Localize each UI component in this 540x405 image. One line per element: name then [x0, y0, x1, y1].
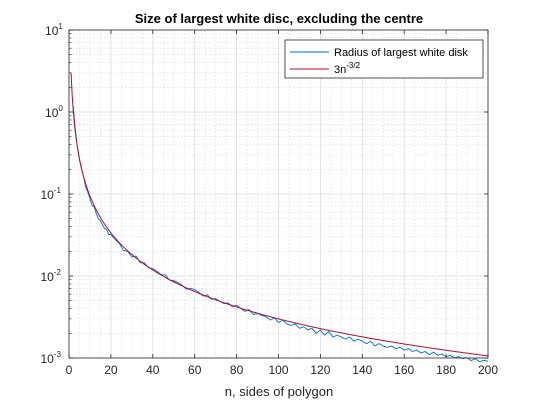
x-tick-label: 200	[478, 363, 498, 377]
y-tick-exponent: -3	[54, 350, 62, 359]
y-tick-label: 10	[40, 270, 54, 284]
x-tick-label: 160	[394, 363, 414, 377]
series-fit-line	[70, 72, 489, 357]
x-tick-label: 0	[66, 363, 73, 377]
y-tick-exponent: 0	[58, 104, 63, 113]
series-radius-line	[72, 105, 489, 363]
legend-label-fit-base: 3n	[334, 64, 346, 76]
legend-box	[284, 39, 484, 79]
chart-title: Size of largest white disc, excluding th…	[135, 11, 423, 26]
x-tick-label: 140	[352, 363, 372, 377]
x-axis-ticks: 0 20 40 60 80 100 120 140 160 180 200	[66, 30, 498, 377]
y-tick-exponent: -1	[54, 186, 62, 195]
series-group	[70, 72, 489, 363]
y-tick-label: 10	[40, 188, 54, 202]
x-tick-label: 40	[146, 363, 160, 377]
legend: Radius of largest white disk 3n-3/2	[284, 39, 484, 79]
y-tick-label: 10	[40, 352, 54, 366]
legend-label-fit-exponent: -3/2	[346, 61, 360, 70]
x-tick-label: 20	[104, 363, 118, 377]
x-tick-label: 60	[188, 363, 202, 377]
legend-label-radius-base: Radius of largest white disk	[334, 47, 468, 59]
x-tick-label: 180	[436, 363, 456, 377]
x-tick-label: 120	[310, 363, 330, 377]
y-tick-exponent: -2	[54, 268, 62, 277]
x-tick-label: 80	[230, 363, 244, 377]
y-tick-label: 10	[45, 24, 59, 38]
x-tick-label: 100	[268, 363, 288, 377]
legend-label-radius: Radius of largest white disk	[334, 47, 468, 59]
y-tick-label: 10	[45, 106, 59, 120]
x-axis-label: n, sides of polygon	[225, 384, 333, 399]
y-tick-exponent: 1	[58, 22, 63, 31]
legend-label-fit: 3n-3/2	[334, 61, 361, 76]
